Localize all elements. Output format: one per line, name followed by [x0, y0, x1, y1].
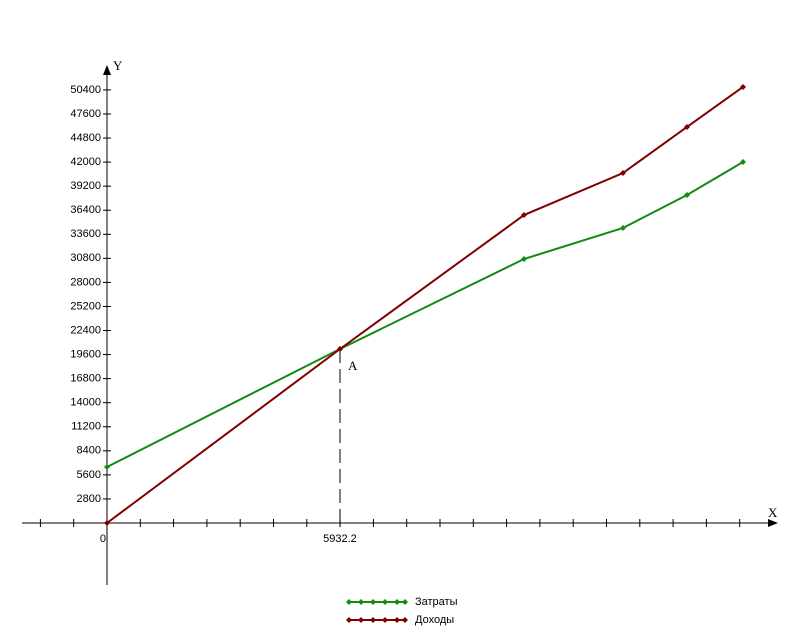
y-tick-label: 19600 — [70, 348, 101, 360]
legend-label: Доходы — [415, 614, 454, 626]
marker — [740, 83, 747, 90]
marker — [346, 599, 352, 605]
marker — [683, 123, 690, 130]
y-tick-label: 5600 — [77, 469, 101, 481]
y-tick-label: 22400 — [70, 324, 101, 336]
x-tick-label: 0 — [100, 533, 106, 545]
x-axis-arrow — [768, 519, 778, 528]
x-tick-label: 5932.2 — [323, 533, 357, 545]
marker — [402, 599, 408, 605]
y-tick-label: 16800 — [70, 373, 101, 385]
marker — [619, 170, 626, 177]
marker — [370, 599, 376, 605]
y-tick-label: 8400 — [77, 445, 101, 457]
marker — [683, 192, 690, 199]
y-tick-label: 42000 — [70, 156, 101, 168]
marker — [394, 617, 400, 623]
marker — [358, 599, 364, 605]
y-tick-label: 44800 — [70, 132, 101, 144]
marker — [740, 159, 747, 166]
y-tick-label: 30800 — [70, 252, 101, 264]
marker — [402, 617, 408, 623]
marker — [336, 345, 343, 352]
y-axis-arrow — [102, 65, 111, 75]
marker — [520, 212, 527, 219]
series-line — [106, 86, 744, 524]
marker — [394, 599, 400, 605]
y-axis-label: Y — [113, 58, 123, 73]
y-tick-label: 11200 — [71, 421, 101, 433]
legend-label: Затраты — [415, 596, 458, 608]
y-tick-label: 25200 — [70, 300, 101, 312]
y-tick-label: 28000 — [70, 276, 101, 288]
point-label: A — [348, 358, 358, 373]
marker — [370, 617, 376, 623]
y-tick-label: 39200 — [70, 180, 101, 192]
y-tick-label: 2800 — [77, 493, 101, 505]
marker — [103, 520, 110, 527]
y-tick-label: 36400 — [70, 204, 101, 216]
marker — [382, 599, 388, 605]
marker — [520, 256, 527, 263]
marker — [346, 617, 352, 623]
series-line — [106, 161, 744, 468]
x-axis-label: X — [768, 505, 778, 520]
marker — [619, 225, 626, 232]
marker — [103, 463, 110, 470]
y-tick-label: 50400 — [70, 84, 101, 96]
y-tick-label: 33600 — [70, 228, 101, 240]
marker — [382, 617, 388, 623]
marker — [358, 617, 364, 623]
y-tick-label: 14000 — [70, 397, 101, 409]
y-tick-label: 47600 — [70, 108, 101, 120]
